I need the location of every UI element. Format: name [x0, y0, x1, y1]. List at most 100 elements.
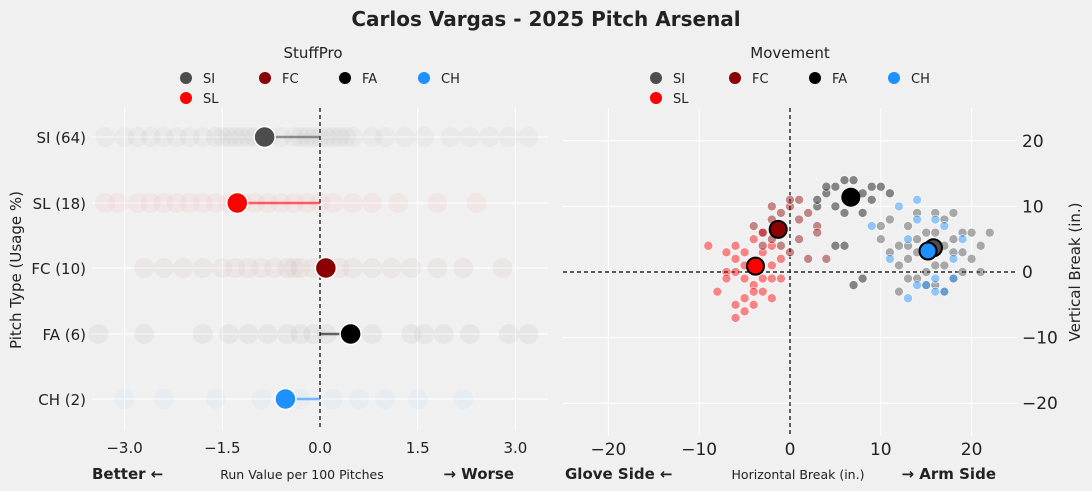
pitch-point-fa [238, 324, 259, 344]
movement-point-si [975, 240, 986, 251]
movement-point-si [894, 240, 904, 251]
pitch-point-si [440, 127, 461, 147]
mean-marker-sl [226, 191, 249, 215]
pitch-point-fc [381, 258, 402, 278]
legend-label-si: SI [673, 72, 685, 87]
legend-label-sl: SL [673, 92, 689, 107]
movement-point-sl [730, 267, 741, 277]
legend-marker-ch [888, 72, 900, 84]
movement-point-fc [794, 214, 804, 225]
movement-legend-title: Movement [750, 44, 830, 62]
movement-point-fa [848, 280, 859, 290]
movement-point-si [957, 267, 968, 277]
movement-point-ch [912, 214, 922, 225]
x-tick-label: 3.0 [503, 439, 527, 457]
legend-marker-fa [809, 72, 821, 84]
pitch-point-fa [459, 324, 480, 344]
movement-point-fc [812, 227, 823, 238]
movement-point-fc [803, 254, 813, 264]
movement-point-si [930, 260, 941, 271]
pitch-point-fa [277, 324, 298, 344]
movement-point-fc [748, 221, 759, 231]
stuffpro-worse-label: → Worse [443, 465, 514, 483]
movement-point-sl [739, 293, 750, 304]
pitch-point-fc [173, 258, 194, 278]
stuffpro-better-label: Better ← [92, 465, 163, 483]
mean-marker-ch [274, 387, 297, 411]
movement-point-si [885, 247, 895, 258]
y-tick-label: −10 [1022, 329, 1058, 349]
movement-point-si [903, 240, 913, 251]
legend-marker-ch [418, 72, 430, 84]
stuffpro-y-axis-label: Pitch Type (Usage %) [7, 191, 25, 349]
movement-point-sl [767, 260, 777, 271]
pitch-point-fc [192, 258, 213, 278]
movement-point-si [921, 267, 932, 277]
movement-mean-ch [918, 241, 938, 261]
pitch-point-fc [238, 258, 259, 278]
movement-point-sl [730, 240, 741, 251]
pitch-point-sl [108, 193, 129, 213]
movement-point-si [912, 234, 922, 244]
movement-point-si [930, 208, 941, 218]
movement-point-sl [739, 247, 750, 258]
pitch-point-fc [153, 258, 174, 278]
pitch-point-ch [453, 389, 474, 409]
legend-label-fa: FA [832, 72, 847, 87]
movement-point-si [875, 221, 886, 231]
pitch-point-ch [153, 389, 174, 409]
y-tick-label: 0 [1022, 263, 1033, 283]
movement-point-si [875, 234, 886, 244]
legend-marker-sl [180, 92, 192, 104]
movement-point-si [957, 247, 968, 258]
pitch-point-ch [205, 389, 226, 409]
movement-point-sl [730, 299, 741, 310]
pitch-point-sl [127, 193, 148, 213]
pitch-point-si [205, 127, 226, 147]
pitch-point-sl [153, 193, 174, 213]
x-tick-label: −10 [681, 440, 717, 460]
x-tick-label: 0.0 [308, 439, 332, 457]
movement-point-fc [794, 234, 804, 244]
movement-point-fa [857, 208, 868, 218]
movement-arm-side-label: → Arm Side [901, 465, 996, 483]
movement-point-ch [894, 201, 904, 212]
movement-point-si [894, 286, 904, 297]
movement-point-si [903, 221, 913, 231]
x-tick-label: −3.0 [106, 439, 142, 457]
x-tick-label: 1.5 [406, 439, 430, 457]
movement-point-fa [830, 240, 841, 251]
stuffpro-legend-title: StuffPro [283, 44, 342, 62]
movement-grid [563, 108, 1017, 436]
legend-marker-fa [339, 72, 351, 84]
stuffpro-marks [88, 125, 539, 411]
movement-point-si [903, 273, 913, 284]
movement-point-sl [748, 299, 759, 310]
movement-ticks: −20 −10 0 10 20 20 10 0 −10 −20 [590, 132, 1057, 460]
mean-marker-fc [314, 256, 338, 280]
movement-point-fa [848, 175, 859, 185]
y-tick-label: FA (6) [42, 326, 86, 344]
pitch-point-si [362, 127, 383, 147]
pitch-point-sl [205, 193, 226, 213]
pitch-point-si [518, 127, 539, 147]
pitch-point-si [479, 127, 500, 147]
y-tick-label: CH (2) [38, 391, 86, 409]
movement-mean-fa [841, 187, 861, 207]
movement-point-fc [767, 201, 777, 212]
pitch-point-si [212, 127, 233, 147]
pitch-point-fa [362, 324, 383, 344]
legend-label-si: SI [203, 72, 215, 87]
pitch-point-si [414, 127, 435, 147]
pitch-point-fc [492, 258, 513, 278]
movement-point-fc [757, 240, 768, 251]
movement-point-si [930, 227, 941, 238]
pitch-point-si [498, 127, 519, 147]
pitch-point-si [179, 127, 200, 147]
pitch-point-sl [427, 193, 448, 213]
pitch-point-ch [407, 389, 428, 409]
pitch-point-sl [140, 193, 161, 213]
movement-point-fc [794, 195, 804, 205]
